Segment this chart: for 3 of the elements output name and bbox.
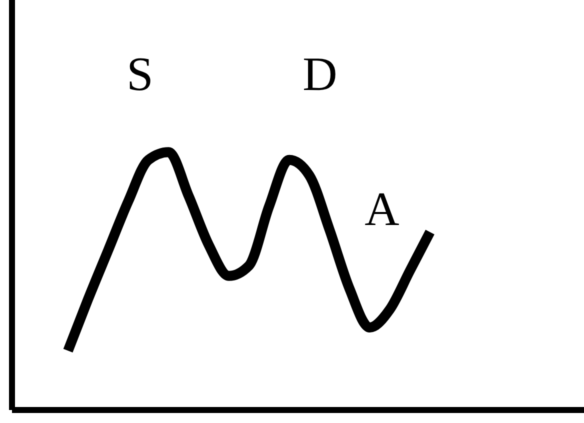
text: S: [126, 48, 154, 101]
annotation: A: [364, 183, 400, 236]
text: D: [302, 48, 338, 101]
